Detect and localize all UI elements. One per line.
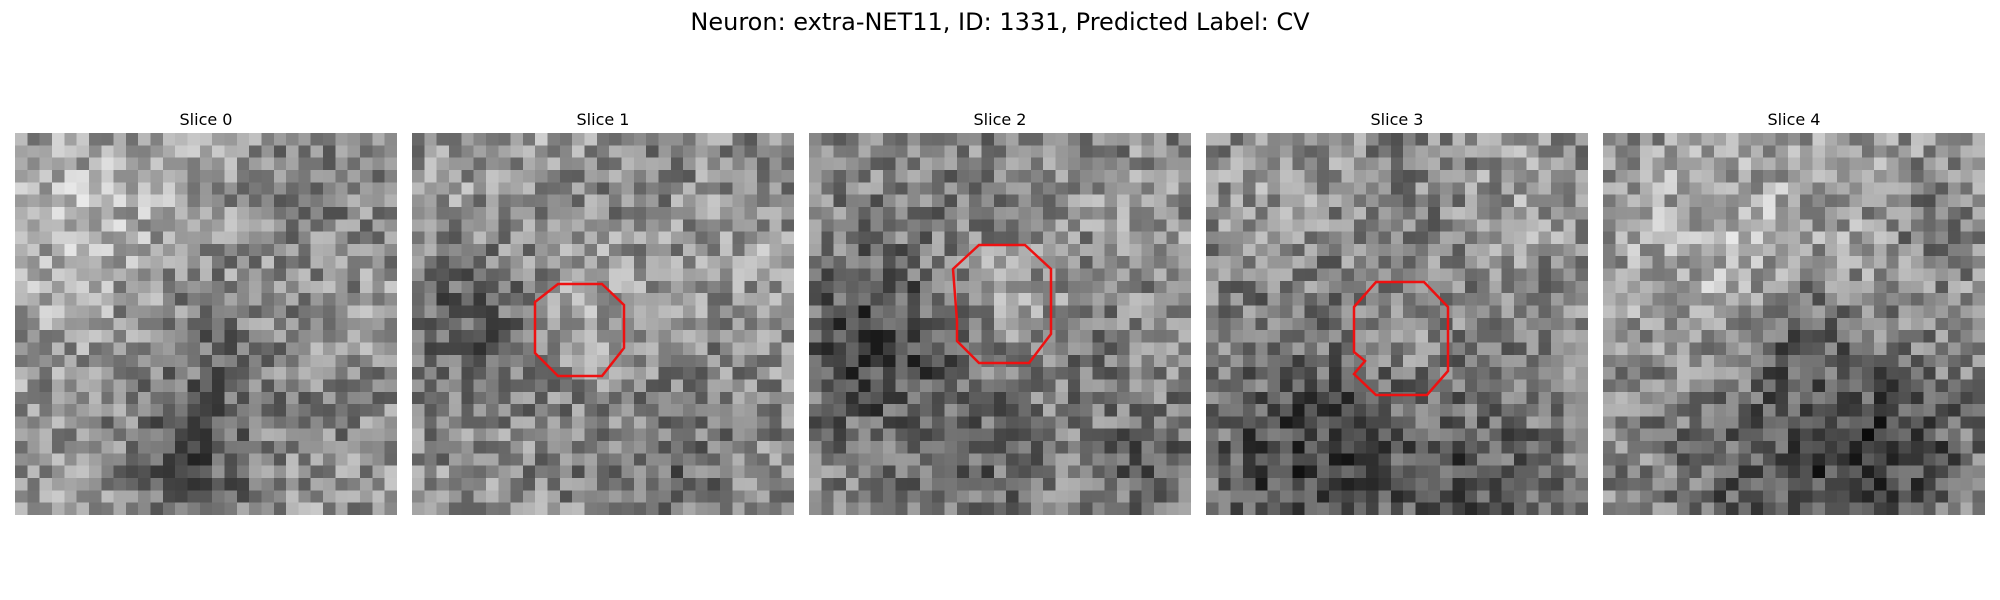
- slice-image: [809, 133, 1191, 515]
- slice-title: Slice 4: [1767, 110, 1821, 129]
- slice-title: Slice 0: [179, 110, 233, 129]
- roi-contour: [1352, 280, 1450, 397]
- slice-panel-3: Slice 3: [1206, 107, 1588, 515]
- slice-title: Slice 2: [973, 110, 1027, 129]
- figure-title: Neuron: extra-NET11, ID: 1331, Predicted…: [690, 8, 1310, 36]
- slice-panel-1: Slice 1: [412, 107, 794, 515]
- roi-contour: [533, 282, 626, 378]
- slice-image: [1206, 133, 1588, 515]
- slice-image: [1603, 133, 1985, 515]
- roi-contour: [951, 243, 1053, 365]
- slice-panel-0: Slice 0: [15, 107, 397, 515]
- slice-image: [412, 133, 794, 515]
- slice-title: Slice 3: [1370, 110, 1424, 129]
- slice-image: [15, 133, 397, 515]
- slice-panel-2: Slice 2: [809, 107, 1191, 515]
- slice-panel-4: Slice 4: [1603, 107, 1985, 515]
- slice-title: Slice 1: [576, 110, 630, 129]
